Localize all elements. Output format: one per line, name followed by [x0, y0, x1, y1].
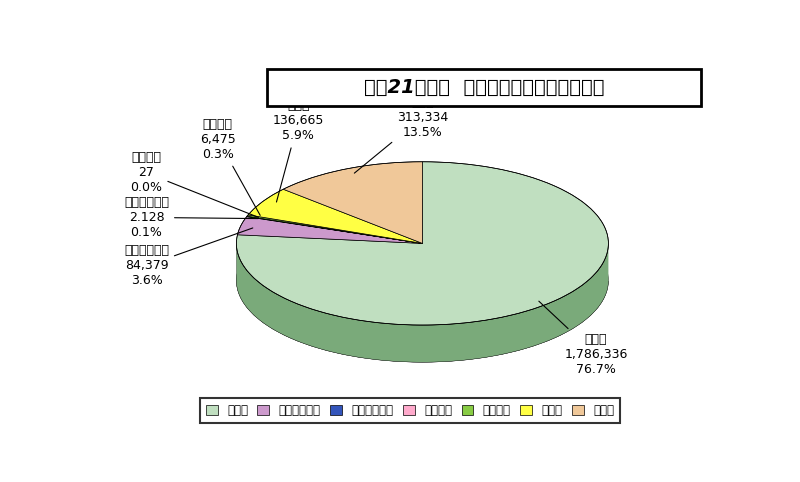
- Legend: 下水道, 農業集落排水, 漁業集落排水, 簡易排水, コミプラ, 浄化槽, 未処理: 下水道, 農業集落排水, 漁業集落排水, 簡易排水, コミプラ, 浄化槽, 未処…: [200, 398, 620, 423]
- Polygon shape: [237, 244, 608, 362]
- Text: 漁業集落排水
2.128
0.1%: 漁業集落排水 2.128 0.1%: [124, 196, 258, 239]
- Ellipse shape: [237, 199, 609, 362]
- Text: 簡易排水
27
0.0%: 簡易排水 27 0.0%: [130, 151, 258, 217]
- Polygon shape: [247, 216, 422, 243]
- Text: 浄化槽
136,665
5.9%: 浄化槽 136,665 5.9%: [273, 99, 324, 202]
- Text: 未処理
313,334
13.5%: 未処理 313,334 13.5%: [354, 96, 448, 173]
- Text: 農業集落排水
84,379
3.6%: 農業集落排水 84,379 3.6%: [124, 228, 253, 287]
- Text: 下水道
1,786,336
76.7%: 下水道 1,786,336 76.7%: [539, 301, 628, 376]
- Polygon shape: [247, 215, 422, 243]
- FancyBboxPatch shape: [267, 69, 702, 106]
- Polygon shape: [248, 189, 422, 243]
- Polygon shape: [238, 217, 422, 243]
- Polygon shape: [283, 162, 422, 243]
- Text: 平成21年度末  汚水処理人口普及率の内訳: 平成21年度末 汚水処理人口普及率の内訳: [364, 78, 605, 97]
- Polygon shape: [237, 162, 608, 325]
- Text: コミプラ
6,475
0.3%: コミプラ 6,475 0.3%: [200, 118, 260, 215]
- Polygon shape: [246, 216, 422, 243]
